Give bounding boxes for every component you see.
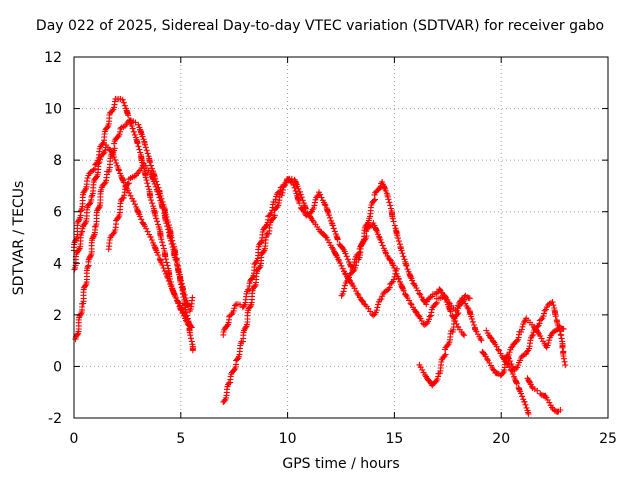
x-tick-label: 15 <box>385 431 403 447</box>
y-axis-label: SDTVAR / TECUs <box>11 180 27 296</box>
series-arc3 <box>72 117 196 354</box>
x-tick-label: 20 <box>492 431 510 447</box>
y-tick-label: 6 <box>53 205 62 221</box>
data-markers <box>71 95 569 417</box>
y-tick-label: 10 <box>44 102 62 118</box>
series-arc11 <box>504 299 569 373</box>
series-arc10 <box>483 327 532 417</box>
y-tick-label: -2 <box>48 411 62 427</box>
series-markers <box>338 220 485 344</box>
y-tick-label: 8 <box>53 153 62 169</box>
series-markers <box>71 142 194 329</box>
y-tick-label: 12 <box>44 50 62 66</box>
x-tick-label: 25 <box>599 431 617 447</box>
chart-title: Day 022 of 2025, Sidereal Day-to-day VTE… <box>35 18 605 34</box>
series-arc12 <box>524 375 564 415</box>
plot-frame <box>73 56 609 419</box>
y-tick-label: 2 <box>53 308 62 324</box>
series-arc8 <box>416 292 473 389</box>
series-arc7 <box>338 220 485 344</box>
series-markers <box>105 160 196 314</box>
series-arc9 <box>479 315 567 379</box>
series-markers <box>483 327 532 417</box>
series-arc2 <box>71 142 194 329</box>
series-markers <box>504 299 569 373</box>
series-arc4 <box>105 160 196 314</box>
series-markers <box>72 117 196 354</box>
y-tick-label: 0 <box>53 359 62 375</box>
x-tick-label: 10 <box>279 431 297 447</box>
series-markers <box>479 315 567 379</box>
axis-ticks: 0 5 10 15 20 25 -2 0 2 4 6 8 10 12 <box>44 50 617 447</box>
x-tick-label: 0 <box>70 431 79 447</box>
series-markers <box>416 292 473 389</box>
y-tick-label: 4 <box>53 256 62 272</box>
series-markers <box>524 375 564 415</box>
x-axis-label: GPS time / hours <box>282 456 400 472</box>
grid-lines <box>74 57 608 418</box>
x-tick-label: 5 <box>176 431 185 447</box>
